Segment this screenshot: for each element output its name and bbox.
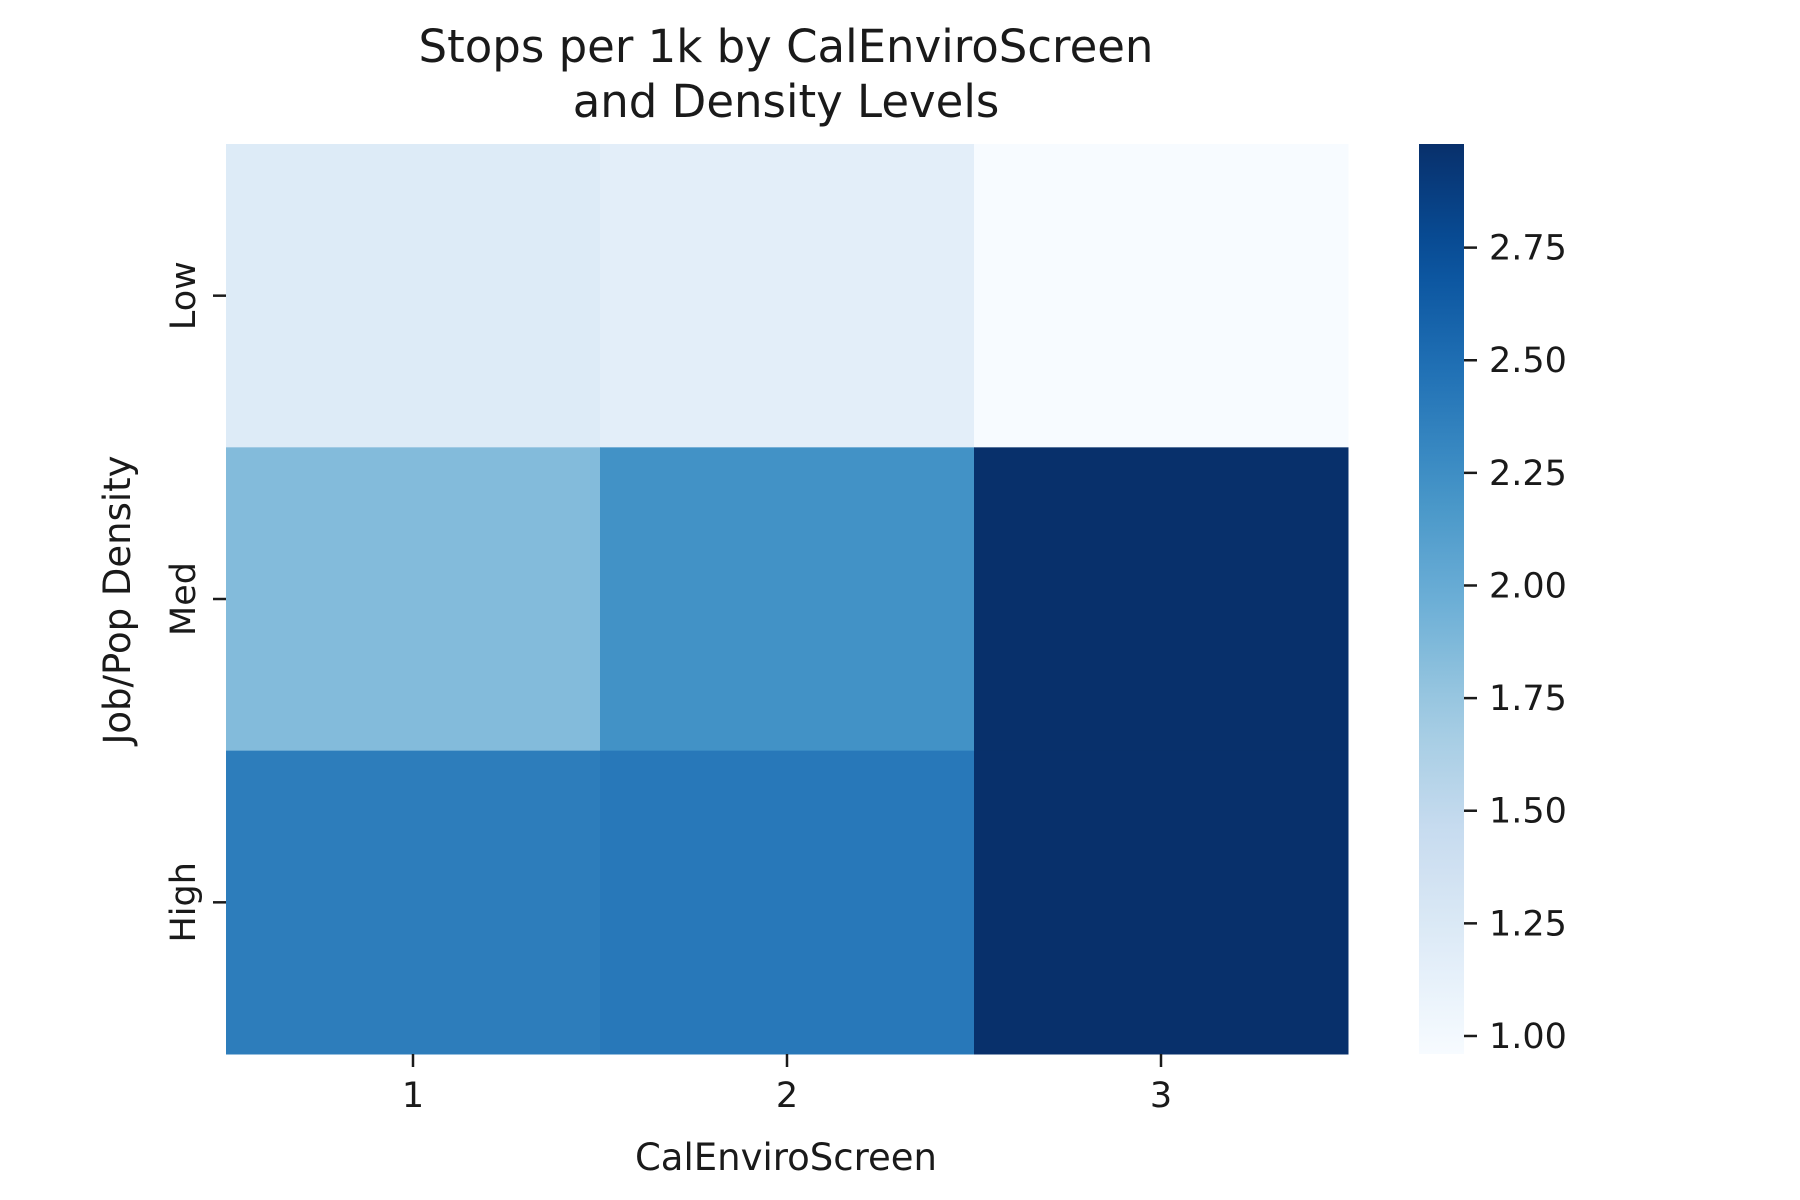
x-tick-label-1: 1 <box>402 1076 424 1116</box>
x-axis-label: CalEnviroScreen <box>635 1136 937 1179</box>
colorbar-tick-label-1.50: 1.50 <box>1489 792 1567 832</box>
y-axis-label: Job/Pop Density <box>96 455 139 746</box>
colorbar-tick-label-1.75: 1.75 <box>1489 679 1567 719</box>
colorbar-tick-label-1.25: 1.25 <box>1489 904 1567 944</box>
y-tick-label-low: Low <box>164 261 204 330</box>
heatmap-cell-high-1 <box>226 750 601 1055</box>
heatmap-cell-low-1 <box>226 144 601 448</box>
colorbar-tick-label-2.50: 2.50 <box>1489 341 1567 381</box>
colorbar-tick-label-2.75: 2.75 <box>1489 229 1567 269</box>
heatmap-cell-med-2 <box>600 447 975 752</box>
colorbar-tick-label-2.00: 2.00 <box>1489 566 1567 606</box>
heatmap-cell-low-2 <box>600 144 975 448</box>
x-tick-label-3: 3 <box>1150 1076 1172 1116</box>
colorbar-gradient <box>1419 144 1464 1054</box>
heatmap-cells <box>226 144 1349 1055</box>
y-axis: Low Med High <box>164 261 226 943</box>
y-tick-label-high: High <box>164 862 204 942</box>
y-tick-label-med: Med <box>164 562 204 636</box>
heatmap-cell-high-2 <box>600 750 975 1055</box>
heatmap-cell-low-3 <box>974 144 1349 448</box>
x-axis: 1 2 3 <box>402 1054 1172 1116</box>
colorbar: 1.00 1.25 1.50 1.75 2.00 2.25 2.50 2.75 <box>1419 144 1567 1057</box>
chart-title-line-2: and Density Levels <box>573 75 1000 128</box>
chart-title-line-1: Stops per 1k by CalEnviroScreen <box>419 20 1154 73</box>
colorbar-tick-label-1.00: 1.00 <box>1489 1017 1567 1057</box>
heatmap-cell-med-3 <box>974 447 1349 752</box>
heatmap-cell-med-1 <box>226 447 601 752</box>
heatmap-cell-high-3 <box>974 750 1349 1055</box>
colorbar-tick-label-2.25: 2.25 <box>1489 454 1567 494</box>
x-tick-label-2: 2 <box>776 1076 798 1116</box>
